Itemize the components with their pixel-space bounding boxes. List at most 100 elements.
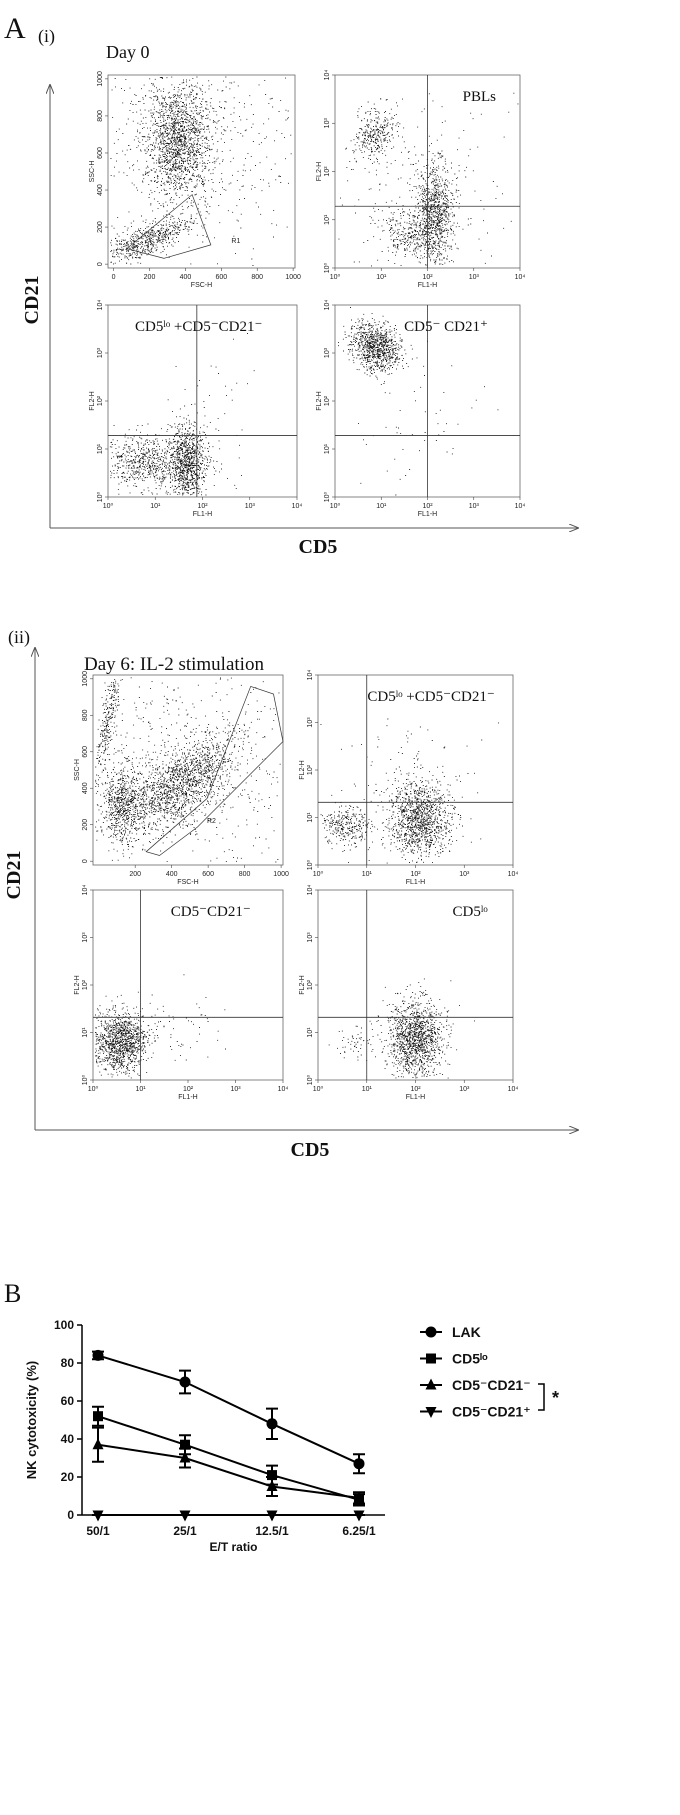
x-tick-label: 10³ [469,274,480,281]
plot-title: CD5ˡᵒ [453,904,489,920]
x-tick-label: 600 [202,871,214,878]
y-tick-label: 10⁴ [324,300,331,311]
x-tick-label: 50/1 [86,1524,110,1538]
plot-title: CD5⁻ CD21⁺ [404,319,488,335]
point [353,1510,365,1522]
y-axis-label: FL2-H [299,975,306,994]
axis-title: CD21 [3,851,25,900]
legend-label: CD5ˡᵒ [452,1351,488,1367]
panel-label: B [4,1279,21,1308]
x-tick-label: 10⁰ [313,1085,324,1093]
y-tick-label: 200 [97,221,104,233]
x-tick-label: 10⁴ [292,503,303,510]
panel-title: Day 0 [106,42,150,62]
y-tick-label: 10¹ [324,443,331,454]
y-tick-label: 0 [67,1508,74,1522]
x-tick-label: 400 [180,274,192,281]
event-dots [370,763,472,864]
x-tick-label: 10⁰ [103,502,114,510]
x-tick-label: 10¹ [135,1086,146,1093]
y-tick-label: 10¹ [97,443,104,454]
event-dots [338,92,519,267]
axis-title: CD5 [299,536,338,558]
event-dots [95,747,147,857]
plot-frame [92,674,284,866]
y-tick-label: 10⁰ [323,263,331,274]
x-tick-label: 10⁴ [508,1086,519,1093]
plot-title: CD5ˡᵒ +CD5⁻CD21⁻ [135,319,262,335]
point [179,1510,191,1522]
gate-label: R1 [231,238,240,245]
point [266,1480,278,1491]
x-tick-label: 200 [144,274,156,281]
event-dots [155,333,255,493]
y-tick-label: 10³ [324,347,331,358]
x-tick-label: 10⁴ [515,503,526,510]
y-axis-label: FL2-H [316,162,323,181]
y-tick-label: 10² [324,395,331,406]
event-dots [349,318,499,496]
x-tick-label: 10⁰ [313,870,324,878]
plot-title: PBLs [463,89,497,105]
y-tick-label: 800 [97,110,104,122]
point [266,1418,278,1430]
y-axis-label: FL2-H [89,391,96,410]
y-tick-label: 800 [82,709,89,721]
y-tick-label: 400 [97,184,104,196]
y-tick-label: 10⁴ [324,70,331,81]
point [353,1458,365,1470]
y-tick-label: 400 [82,782,89,794]
gate [125,194,212,259]
y-tick-label: 10³ [97,347,104,358]
event-dots [320,696,499,863]
panel-title: Day 6: IL-2 stimulation [84,654,264,675]
x-tick-label: 10¹ [376,503,387,510]
event-dots [113,76,232,234]
x-tick-label: 1000 [273,871,289,878]
y-tick-label: 10⁴ [307,670,314,681]
x-tick-label: 10⁰ [330,502,341,510]
x-tick-label: 10³ [459,1086,470,1093]
x-axis-label: FL1-H [418,511,437,518]
y-tick-label: 10⁰ [306,860,314,871]
x-axis-label: FSC-H [177,879,198,886]
y-axis-label: SSC-H [74,759,81,781]
x-axis-label: FL1-H [406,1094,425,1101]
gate-label: R2 [207,818,216,825]
y-tick-label: 10¹ [307,1027,314,1038]
x-tick-label: 10² [410,1086,421,1093]
x-tick-label: 10³ [245,503,256,510]
point [92,1510,104,1522]
x-axis-title: E/T ratio [209,1540,257,1554]
x-tick-label: 10² [422,274,433,281]
y-tick-label: 10⁰ [306,1075,314,1086]
legend-label: LAK [452,1324,481,1340]
event-dots [320,802,376,852]
axis-title: CD21 [21,276,43,325]
y-axis-label: FL2-H [74,975,81,994]
legend-marker [425,1378,437,1390]
y-axis-label: FL2-H [299,760,306,779]
series-line [97,1354,360,1465]
y-tick-label: 10⁰ [96,492,104,503]
x-tick-label: 10¹ [362,871,373,878]
x-tick-label: 10³ [469,503,480,510]
x-tick-label: 800 [239,871,251,878]
point [93,1411,103,1422]
y-tick-label: 10⁴ [97,300,104,311]
y-tick-label: 10³ [307,932,314,943]
x-tick-label: 800 [251,274,263,281]
legend-marker [425,1407,437,1418]
x-tick-label: 12.5/1 [255,1524,289,1538]
y-axis-label: SSC-H [89,161,96,183]
y-tick-label: 10⁰ [81,1075,89,1086]
y-tick-label: 10⁴ [82,885,89,896]
series-line [97,1415,360,1501]
y-tick-label: 40 [61,1432,75,1446]
y-tick-label: 1000 [97,71,104,87]
y-tick-label: 20 [61,1470,75,1484]
axis-title: CD5 [291,1139,330,1161]
y-tick-label: 10¹ [307,812,314,823]
x-tick-label: 10⁰ [330,273,341,281]
